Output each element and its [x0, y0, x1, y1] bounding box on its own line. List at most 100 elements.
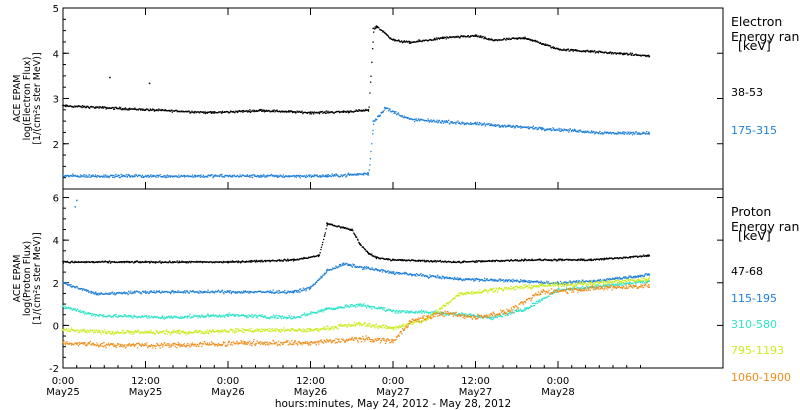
- data-point: [277, 317, 280, 319]
- data-point: [261, 328, 263, 330]
- data-point: [470, 121, 472, 124]
- data-point: [206, 112, 209, 114]
- data-point: [65, 104, 67, 106]
- data-point: [98, 292, 100, 294]
- data-point: [333, 174, 335, 177]
- data-point: [489, 278, 492, 280]
- data-point: [555, 291, 558, 293]
- data-point: [609, 51, 611, 53]
- data-point: [470, 35, 472, 37]
- data-point: [397, 272, 400, 274]
- data-point: [136, 174, 138, 176]
- data-point: [169, 317, 172, 319]
- data-point: [445, 261, 447, 264]
- data-point: [242, 314, 244, 316]
- data-point: [542, 43, 544, 45]
- data-point: [121, 261, 123, 264]
- data-point: [531, 258, 533, 260]
- data-point: [185, 291, 187, 293]
- data-point: [429, 274, 431, 276]
- data-point: [135, 315, 137, 317]
- data-point: [575, 130, 577, 132]
- data-point: [273, 314, 275, 316]
- data-point: [497, 124, 499, 126]
- data-point: [269, 110, 271, 112]
- data-point: [142, 176, 144, 179]
- data-point: [372, 129, 374, 132]
- series-anchor-point: [144, 260, 147, 263]
- data-point: [271, 328, 273, 330]
- data-point: [148, 110, 150, 112]
- data-point: [558, 129, 561, 131]
- data-point: [382, 31, 384, 33]
- data-point: [476, 314, 479, 316]
- data-point: [380, 257, 382, 259]
- data-point: [129, 316, 131, 318]
- data-point: [433, 260, 435, 263]
- data-point: [225, 331, 227, 333]
- data-point: [376, 26, 378, 29]
- electron-y-tick-label: 5: [53, 4, 59, 15]
- data-point: [224, 176, 226, 178]
- data-point: [391, 38, 393, 40]
- data-point: [365, 108, 367, 111]
- data-point: [87, 290, 89, 292]
- data-point: [161, 290, 163, 292]
- data-point: [581, 287, 583, 289]
- data-point: [365, 172, 367, 174]
- data-point: [412, 41, 414, 43]
- data-point: [381, 268, 383, 271]
- data-point: [427, 39, 430, 42]
- data-point: [422, 274, 424, 276]
- data-point: [247, 330, 250, 332]
- data-point: [184, 175, 186, 177]
- data-point: [175, 316, 177, 318]
- data-point: [487, 279, 490, 282]
- data-point: [407, 40, 409, 43]
- data-point: [374, 255, 376, 257]
- data-point: [178, 332, 180, 334]
- data-point: [299, 291, 301, 293]
- data-point: [163, 176, 165, 178]
- data-point: [244, 175, 247, 177]
- data-point: [133, 292, 135, 294]
- data-point: [464, 260, 466, 262]
- data-point: [316, 279, 319, 281]
- data-point: [183, 111, 185, 113]
- data-point: [301, 258, 303, 260]
- data-point: [202, 332, 204, 334]
- data-point: [98, 329, 100, 331]
- data-point: [80, 105, 82, 107]
- data-point: [160, 292, 162, 294]
- data-point: [367, 306, 369, 308]
- data-point: [382, 111, 384, 113]
- data-point: [159, 317, 161, 319]
- data-point: [506, 314, 508, 316]
- data-point: [86, 261, 88, 263]
- data-point: [543, 297, 545, 299]
- data-point: [62, 330, 65, 332]
- data-point: [162, 109, 165, 111]
- data-point: [228, 312, 230, 314]
- series-anchor-point: [573, 129, 576, 132]
- data-point: [197, 174, 199, 177]
- data-point: [290, 290, 292, 292]
- data-point: [81, 330, 83, 333]
- data-point: [225, 261, 227, 263]
- data-point: [353, 233, 356, 235]
- data-point: [274, 315, 276, 317]
- data-point: [588, 280, 590, 283]
- data-point: [118, 332, 120, 334]
- data-point: [237, 328, 239, 330]
- data-point: [382, 308, 384, 310]
- data-point: [213, 315, 216, 317]
- data-point: [287, 111, 289, 113]
- data-point: [431, 39, 433, 41]
- data-point: [123, 314, 125, 316]
- data-point: [222, 314, 224, 316]
- data-point: [547, 259, 549, 261]
- data-point: [509, 279, 512, 282]
- data-point: [139, 108, 141, 110]
- data-point: [641, 274, 644, 277]
- data-point: [107, 261, 109, 263]
